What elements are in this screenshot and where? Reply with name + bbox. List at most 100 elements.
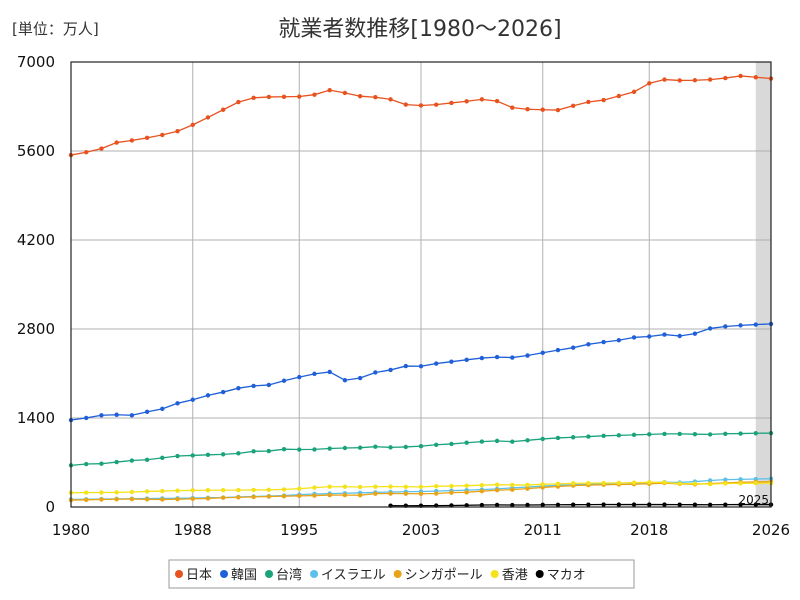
y-tick-label: 2800 (17, 320, 55, 338)
data-point-1 (129, 413, 135, 418)
data-point-6 (525, 502, 530, 508)
y-tick-label: 4200 (17, 231, 55, 249)
data-point-5 (281, 487, 287, 492)
data-point-4 (418, 491, 424, 496)
data-point-1 (479, 355, 485, 361)
data-point-5 (99, 490, 104, 495)
data-point-0 (753, 75, 758, 80)
data-point-5 (738, 481, 743, 486)
data-point-6 (540, 502, 545, 508)
data-point-4 (205, 496, 211, 501)
data-point-5 (418, 484, 424, 490)
data-point-5 (692, 481, 698, 486)
data-point-2 (312, 447, 317, 452)
data-point-6 (692, 502, 698, 507)
plot-area: 2025 (68, 61, 774, 508)
y-tick-label: 7000 (17, 53, 55, 71)
data-point-5 (160, 488, 165, 494)
data-point-5 (220, 487, 226, 493)
data-point-5 (601, 480, 606, 486)
data-point-1 (357, 375, 363, 381)
data-point-0 (160, 132, 165, 138)
legend-label-6: マカオ (547, 568, 586, 583)
data-point-0 (297, 94, 302, 99)
data-point-5 (647, 480, 652, 485)
data-point-2 (723, 431, 728, 436)
data-point-0 (403, 102, 408, 107)
legend-marker-6 (535, 570, 544, 578)
legend-label-2: 台湾 (276, 567, 302, 583)
data-point-5 (555, 481, 561, 487)
legend-label-0: 日本 (186, 568, 212, 583)
data-point-1 (662, 332, 667, 337)
data-point-0 (144, 135, 150, 141)
data-point-1 (403, 363, 408, 369)
data-point-0 (434, 102, 439, 107)
data-point-1 (114, 412, 119, 417)
legend-marker-4 (393, 570, 402, 578)
data-point-5 (494, 482, 500, 487)
data-point-0 (418, 103, 424, 108)
data-point-5 (357, 484, 363, 490)
data-point-6 (647, 502, 652, 507)
data-point-0 (631, 89, 637, 95)
data-point-1 (616, 338, 622, 343)
data-point-0 (84, 150, 89, 155)
data-point-5 (616, 480, 622, 486)
forecast-label: 2025 (739, 493, 770, 507)
data-point-1 (570, 345, 576, 350)
data-point-1 (540, 350, 545, 355)
data-point-0 (373, 95, 378, 100)
data-point-2 (84, 461, 89, 467)
legend-label-5: 香港 (502, 568, 528, 583)
data-point-6 (662, 502, 667, 507)
data-point-0 (388, 97, 393, 102)
data-point-4 (236, 495, 241, 500)
data-point-0 (479, 97, 485, 102)
data-point-2 (175, 453, 180, 459)
data-point-5 (464, 483, 469, 488)
data-point-4 (327, 492, 332, 498)
data-point-4 (357, 492, 363, 498)
data-point-5 (129, 489, 135, 495)
data-point-2 (738, 431, 743, 436)
data-point-6 (601, 502, 606, 507)
data-point-4 (160, 497, 165, 502)
unit-label: [単位：万人] (12, 20, 99, 38)
plot-frame (70, 61, 772, 508)
data-point-0 (738, 73, 743, 79)
data-point-5 (312, 485, 317, 490)
legend-marker-3 (310, 570, 319, 578)
data-point-5 (586, 480, 591, 486)
x-tick-label: 2003 (402, 521, 440, 539)
data-point-2 (647, 432, 652, 437)
data-point-6 (631, 502, 637, 507)
data-point-1 (434, 361, 439, 366)
data-point-2 (616, 433, 622, 438)
data-point-1 (723, 324, 728, 329)
legend-marker-0 (175, 570, 183, 578)
data-point-2 (418, 443, 424, 449)
data-point-0 (129, 138, 135, 143)
y-tick-label: 0 (45, 498, 55, 516)
data-point-2 (205, 452, 211, 458)
forecast-region (755, 62, 771, 507)
data-point-0 (220, 107, 226, 112)
data-point-0 (570, 103, 576, 109)
data-point-1 (205, 393, 211, 398)
legend: 日本 韓国 台湾 イスラエル シンガポール 香港 マカオ (168, 559, 635, 589)
data-point-6 (555, 502, 561, 507)
data-point-1 (297, 374, 302, 380)
data-point-1 (525, 353, 530, 358)
data-point-6 (479, 502, 485, 508)
data-point-0 (327, 87, 332, 93)
legend-label-4: シンガポール (405, 568, 483, 583)
data-point-4 (175, 496, 180, 502)
data-point-0 (601, 97, 606, 103)
data-point-1 (677, 333, 682, 339)
data-point-1 (555, 347, 561, 353)
data-point-1 (373, 370, 378, 375)
data-point-4 (464, 490, 469, 495)
